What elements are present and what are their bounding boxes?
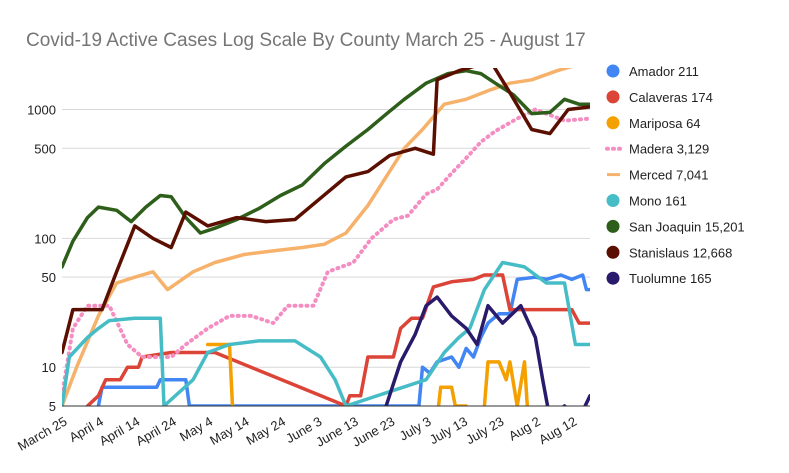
y-tick-label: 50 xyxy=(42,270,56,285)
x-tick-label: April 24 xyxy=(133,414,179,449)
x-tick-label: Aug 12 xyxy=(536,414,579,448)
series-line-3 xyxy=(205,342,530,406)
x-tick-label: March 25 xyxy=(15,414,69,454)
x-tick-label: July 13 xyxy=(427,414,470,448)
series-line-5 xyxy=(62,68,573,406)
legend-label: Mariposa 64 xyxy=(629,116,701,131)
legend-swatch xyxy=(606,116,620,130)
x-tick-label: July 23 xyxy=(463,414,506,448)
x-tick-label: May 24 xyxy=(244,414,288,448)
x-tick-label: April 14 xyxy=(97,414,143,449)
legend-swatch xyxy=(606,245,620,259)
x-tick-label: June 23 xyxy=(350,414,398,450)
series-line-1 xyxy=(96,273,590,406)
chart-title: Covid-19 Active Cases Log Scale By Count… xyxy=(26,30,586,51)
legend-swatch xyxy=(606,194,620,207)
series-line-6 xyxy=(62,260,590,406)
legend-label: San Joaquin 15,201 xyxy=(629,219,745,234)
legend-swatch xyxy=(606,90,620,104)
series-lines xyxy=(62,68,590,406)
legend-label: Stanislaus 12,668 xyxy=(629,245,732,260)
legend-swatch xyxy=(606,64,620,78)
series-line-8 xyxy=(62,68,590,355)
y-tick-label: 5 xyxy=(49,399,56,414)
plot-area xyxy=(62,68,590,406)
x-tick-label: Aug 2 xyxy=(506,414,543,444)
series-line-4 xyxy=(62,107,590,398)
y-tick-label: 500 xyxy=(34,141,56,156)
y-tick-label: 1000 xyxy=(27,103,56,118)
series-line-2 xyxy=(85,273,590,406)
x-tick-label: July 3 xyxy=(397,414,434,444)
legend-label: Madera 3,129 xyxy=(629,142,709,157)
legend-label: Tuolumne 165 xyxy=(629,271,712,286)
series-line-9 xyxy=(384,295,590,406)
x-tick-label: May 14 xyxy=(207,414,251,448)
y-tick-label: 100 xyxy=(34,231,56,246)
legend-label: Merced 7,041 xyxy=(629,168,709,183)
legend-swatch xyxy=(606,219,620,233)
legend-swatch xyxy=(606,271,620,285)
legend-label: Calaveras 174 xyxy=(629,90,713,105)
legend-label: Amador 211 xyxy=(629,64,699,79)
series-line-7 xyxy=(62,68,590,269)
y-tick-label: 10 xyxy=(42,360,56,375)
legend-label: Mono 161 xyxy=(629,194,687,209)
legend: Amador 211 Calaveras 174 Mariposa 64 Madera… xyxy=(605,64,745,286)
